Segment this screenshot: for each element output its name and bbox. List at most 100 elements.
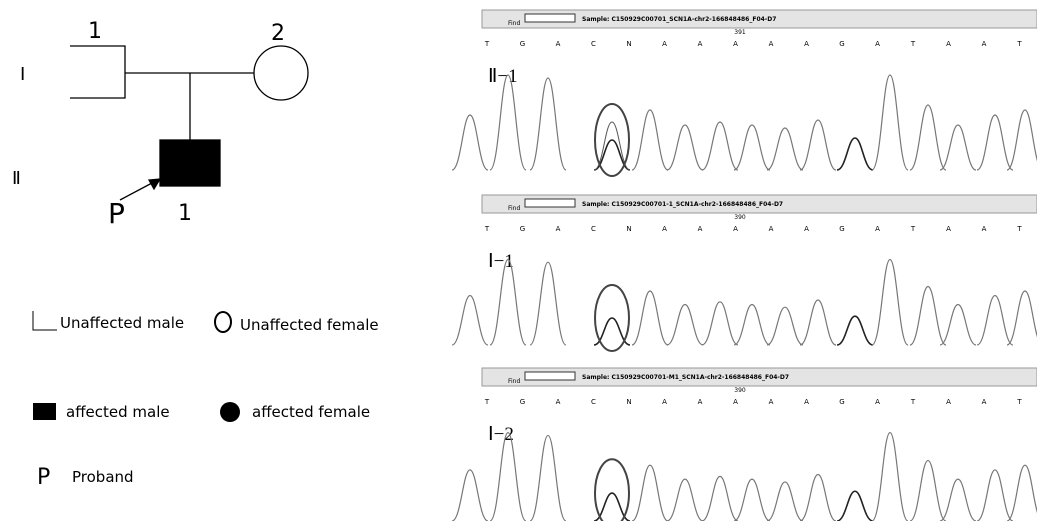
variant-circle bbox=[595, 459, 629, 521]
base-call: A bbox=[946, 398, 951, 406]
proband-symbol bbox=[160, 140, 220, 186]
figure: 1 2 Ⅰ Ⅱ P 1 Unaffected male Unaffected f… bbox=[0, 0, 1037, 521]
trace-peak bbox=[734, 305, 770, 346]
base-call: G bbox=[520, 40, 525, 48]
generation-label: Ⅱ bbox=[12, 168, 21, 188]
trace-peak bbox=[977, 115, 1013, 170]
trace-peak bbox=[940, 125, 976, 170]
base-call: A bbox=[875, 225, 880, 233]
base-call: A bbox=[804, 40, 809, 48]
legend-filled-square bbox=[33, 403, 56, 420]
base-call: A bbox=[662, 398, 667, 406]
pedigree bbox=[70, 46, 308, 200]
base-position: 391 bbox=[734, 29, 746, 36]
trace-peak bbox=[910, 461, 946, 521]
base-call: A bbox=[556, 40, 561, 48]
base-call: T bbox=[1016, 398, 1022, 406]
base-call: A bbox=[556, 225, 561, 233]
trace-peak bbox=[1007, 291, 1037, 345]
find-button: Find bbox=[508, 20, 520, 27]
trace-peak bbox=[452, 470, 488, 521]
father-label: 1 bbox=[88, 19, 102, 44]
base-call: T bbox=[910, 40, 916, 48]
base-call: T bbox=[1016, 225, 1022, 233]
base-call: T bbox=[484, 225, 490, 233]
trace-peak bbox=[837, 138, 873, 170]
base-call: T bbox=[1016, 40, 1022, 48]
legend-p: P bbox=[37, 465, 50, 490]
trace-peak bbox=[837, 491, 873, 521]
slider bbox=[525, 14, 575, 22]
trace-peak bbox=[800, 300, 836, 345]
trace-peak bbox=[767, 482, 803, 521]
trace-peak bbox=[702, 122, 738, 170]
trace-peak bbox=[490, 433, 526, 521]
trace-peak bbox=[977, 296, 1013, 346]
trace-peak bbox=[1007, 465, 1037, 521]
base-call: N bbox=[626, 398, 631, 406]
trace-peak bbox=[767, 307, 803, 345]
trace-peak bbox=[702, 302, 738, 345]
generation-label: Ⅰ bbox=[20, 64, 25, 84]
base-call: A bbox=[698, 225, 703, 233]
legend-filled-circle bbox=[220, 402, 240, 422]
legend-text: affected male bbox=[66, 403, 170, 421]
chromatogram: Find Sample: C150929C00701_SCN1A-chr2-166… bbox=[452, 10, 1037, 176]
base-call: A bbox=[698, 398, 703, 406]
base-call: A bbox=[769, 225, 774, 233]
trace-peak bbox=[800, 475, 836, 521]
slider bbox=[525, 372, 575, 380]
trace-peak bbox=[872, 433, 908, 521]
trace-peak bbox=[452, 296, 488, 346]
base-call: A bbox=[982, 225, 987, 233]
trace-peak bbox=[940, 479, 976, 521]
trace-peak bbox=[837, 316, 873, 345]
trace-peak bbox=[490, 75, 526, 170]
base-call: A bbox=[662, 40, 667, 48]
base-call: A bbox=[804, 225, 809, 233]
base-call: A bbox=[733, 225, 738, 233]
base-position: 390 bbox=[734, 214, 746, 221]
base-call: N bbox=[626, 225, 631, 233]
sample-name: Sample: C150929C00701_SCN1A-chr2-1668484… bbox=[582, 16, 776, 23]
legend-open-circle bbox=[215, 312, 231, 332]
base-call: N bbox=[626, 40, 631, 48]
trace-peak bbox=[667, 305, 703, 346]
legend-text: Proband bbox=[72, 468, 134, 486]
base-call: T bbox=[910, 225, 916, 233]
base-call: A bbox=[556, 398, 561, 406]
trace-peak bbox=[910, 105, 946, 170]
base-call: A bbox=[769, 398, 774, 406]
trace-peak bbox=[530, 262, 566, 345]
trace-peak bbox=[530, 435, 566, 521]
trace-peak bbox=[872, 260, 908, 346]
base-call: G bbox=[520, 398, 525, 406]
base-call: T bbox=[910, 398, 916, 406]
base-call: A bbox=[769, 40, 774, 48]
trace-peak bbox=[667, 125, 703, 170]
base-call: A bbox=[875, 40, 880, 48]
base-call: A bbox=[946, 40, 951, 48]
trace-peak bbox=[800, 120, 836, 170]
legend-text: Unaffected female bbox=[240, 316, 379, 334]
trace-peak bbox=[452, 115, 488, 170]
legend-text: affected female bbox=[252, 403, 370, 421]
legend-open-square bbox=[33, 311, 57, 330]
trace-peak bbox=[940, 305, 976, 346]
base-call: C bbox=[591, 225, 596, 233]
trace-peak bbox=[1007, 110, 1037, 170]
base-position: 390 bbox=[734, 387, 746, 394]
mother-symbol bbox=[254, 46, 308, 100]
trace-peak bbox=[702, 476, 738, 521]
proband-marker: P bbox=[108, 197, 125, 230]
trace-peak bbox=[767, 128, 803, 170]
base-call: A bbox=[982, 40, 987, 48]
trace-peak bbox=[734, 125, 770, 170]
find-button: Find bbox=[508, 378, 520, 385]
trace-peak bbox=[632, 465, 668, 521]
trace-peak bbox=[632, 110, 668, 170]
base-call: C bbox=[591, 398, 596, 406]
base-call: A bbox=[946, 225, 951, 233]
